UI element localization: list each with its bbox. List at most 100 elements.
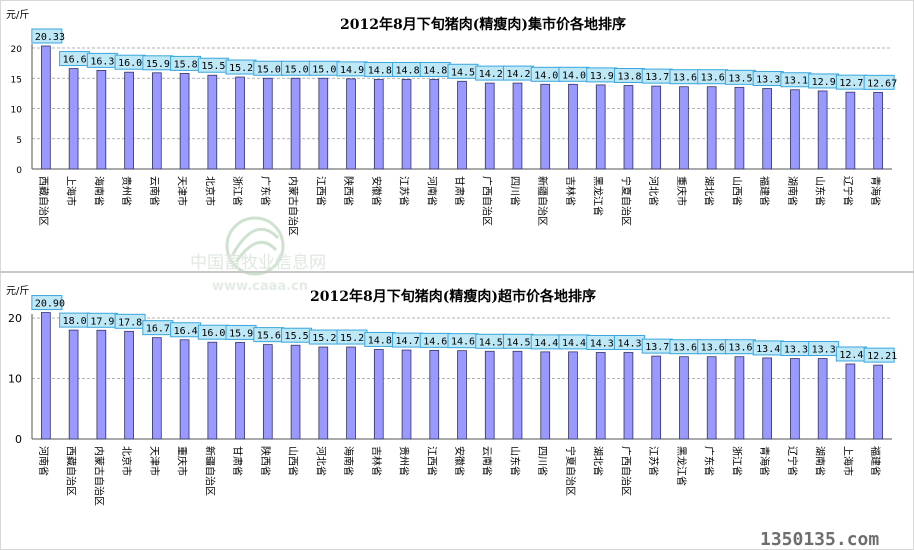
category-label: 福建省 (758, 176, 771, 206)
data-label: 14.8 (396, 65, 420, 76)
data-label: 14.4 (562, 338, 586, 349)
data-label-box (31, 295, 63, 311)
bar (790, 89, 800, 170)
category-label: 上海市 (65, 176, 78, 206)
bar (623, 85, 634, 170)
category-label: 青海省 (869, 176, 882, 206)
watermark-logo-text: 中国畜牧业信息网 (190, 253, 326, 273)
category-label: 安徽省 (453, 446, 466, 476)
y-tick-label: 15 (11, 75, 22, 85)
bar (346, 78, 356, 170)
data-label: 12.7 (839, 78, 863, 89)
y-tick-label: 10 (11, 106, 23, 116)
market-price-chart: 2012年8月下旬猪肉(精瘦肉)集市价各地排序 元/斤 0 5 10 15 20 20.33 西… (6, 9, 897, 236)
bar (734, 86, 745, 170)
data-label: 12.67 (867, 78, 897, 89)
bar (845, 91, 856, 170)
bar (512, 82, 523, 170)
bar (262, 77, 273, 170)
category-label: 湖北省 (592, 446, 605, 476)
category-label: 西藏自治区 (65, 446, 78, 496)
data-label: 15.96 (229, 328, 259, 339)
category-label: 内蒙古自治区 (92, 446, 105, 506)
data-label: 14.65 (423, 336, 453, 347)
bar (595, 84, 606, 170)
bar (124, 71, 134, 170)
bar (290, 344, 301, 440)
data-label: 14.0 (534, 70, 558, 81)
data-label: 13.8 (617, 72, 641, 83)
data-label: 15.0 (257, 64, 281, 75)
bar (623, 352, 634, 440)
data-label: 18.0 (63, 316, 87, 327)
data-label: 16.6 (63, 55, 87, 66)
watermark-corner-text: 1350135.com (760, 529, 879, 550)
bar (706, 86, 717, 170)
bar (179, 339, 190, 440)
category-label: 黑龙江省 (592, 176, 605, 216)
data-label: 13.6 (728, 343, 752, 354)
bar (651, 355, 662, 440)
category-label: 辽宁省 (786, 446, 799, 476)
category-label: 贵州省 (120, 176, 133, 206)
y-axis-unit-label: 元/斤 (6, 9, 29, 21)
bar (817, 90, 828, 170)
category-label: 四川省 (508, 176, 521, 206)
data-label: 15.2 (229, 63, 253, 74)
category-label: 海南省 (342, 446, 355, 476)
category-label: 天津市 (176, 176, 189, 206)
data-label: 14.3 (617, 338, 641, 349)
data-label: 14.7 (396, 336, 420, 347)
data-label: 16.0 (118, 58, 142, 69)
category-label: 陕西省 (259, 446, 272, 476)
bar (679, 86, 689, 170)
bar (595, 352, 606, 440)
bar (124, 330, 134, 440)
data-label: 12.4 (839, 350, 863, 361)
data-label: 14.2 (506, 69, 530, 80)
category-label: 河北省 (314, 446, 327, 476)
category-label: 北京市 (203, 176, 216, 206)
data-label: 15.5 (201, 61, 225, 72)
bar (540, 83, 551, 170)
category-label: 宁夏自治区 (564, 446, 577, 496)
category-label: 河北省 (647, 176, 660, 206)
y-tick-label: 20 (11, 45, 23, 55)
data-label: 15.9 (146, 59, 170, 70)
category-label: 重庆市 (176, 446, 189, 476)
bar (151, 337, 162, 440)
category-label: 天津市 (148, 446, 161, 476)
category-label: 吉林省 (564, 176, 577, 206)
category-label: 四川省 (536, 446, 549, 476)
data-label: 13.9 (590, 71, 614, 82)
data-label: 14.8 (368, 65, 392, 76)
y-tick-label: 10 (8, 373, 22, 386)
data-label: 17.97 (90, 316, 120, 327)
bar (68, 329, 79, 440)
category-label: 辽宁省 (841, 176, 854, 206)
bar (873, 91, 883, 170)
data-label: 15.0 (312, 64, 336, 75)
category-label: 广东省 (259, 176, 272, 206)
watermark: 中国畜牧业信息网 www.caaa.cn 1350135.com (190, 216, 879, 550)
data-label: 14.2 (479, 69, 503, 80)
y-tick-label: 0 (15, 433, 22, 446)
bar (484, 82, 495, 170)
category-label: 湖北省 (703, 176, 716, 206)
bar (512, 350, 523, 440)
bar (373, 349, 384, 440)
bar (262, 344, 273, 440)
bar (457, 80, 467, 170)
data-label-box (863, 347, 895, 363)
bar (845, 363, 856, 440)
category-label: 湖南省 (786, 176, 799, 206)
category-label: 江苏省 (398, 176, 411, 206)
data-label: 16.4 (174, 326, 198, 337)
bar (679, 356, 689, 440)
data-label: 14.8 (368, 335, 392, 346)
bar (373, 79, 384, 170)
data-label: 14.5 (451, 67, 475, 78)
y-tick-label: 0 (16, 166, 22, 176)
category-label: 青海省 (758, 446, 771, 476)
